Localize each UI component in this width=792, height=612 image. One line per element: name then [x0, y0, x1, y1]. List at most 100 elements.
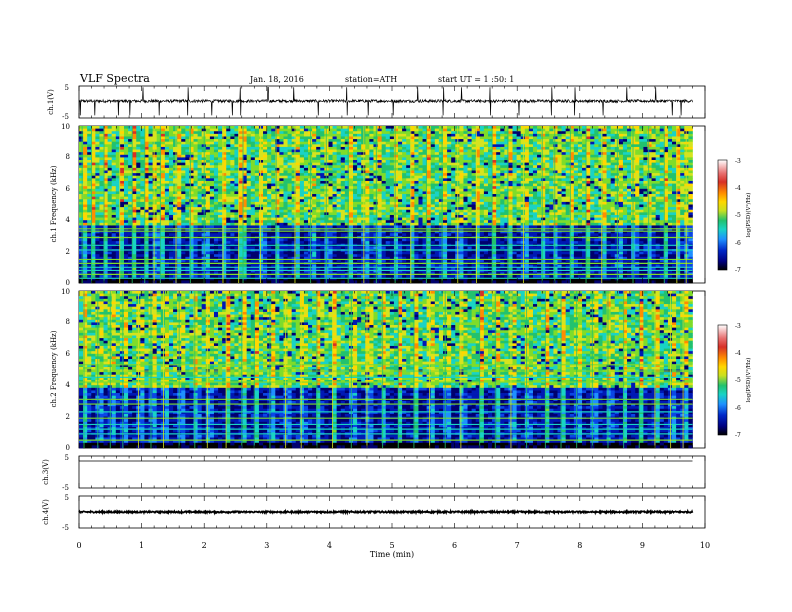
spectrogram-cell [91, 141, 96, 145]
spectrogram-cell [226, 222, 231, 226]
spectrogram-cell [226, 214, 231, 218]
spectrogram-cell [160, 230, 166, 234]
spectrogram-cell [303, 126, 309, 129]
spectrogram-cell [213, 222, 219, 226]
spectrogram-cell [402, 133, 407, 137]
spectrogram-cell [398, 251, 403, 255]
spectrogram-cell [115, 126, 121, 129]
spectrogram-cell [406, 165, 411, 169]
spectrogram-cell [263, 173, 268, 177]
spectrogram-cell [128, 201, 133, 205]
spectrogram-cell [111, 214, 117, 218]
spectrogram-cell [226, 201, 231, 205]
spectrogram-cell [303, 269, 309, 273]
spectrogram-cell [226, 246, 231, 250]
spectrogram-cell [332, 173, 338, 177]
spectrogram-cell [398, 162, 403, 166]
spectrogram-cell [119, 175, 125, 179]
spectrogram-cell [193, 186, 198, 190]
spectrogram-cell [332, 194, 338, 197]
spectrogram-cell [132, 277, 137, 281]
spectrogram-cell [123, 228, 129, 232]
spectrogram-cell [111, 173, 117, 177]
spectrogram-cell [344, 280, 350, 284]
spectrogram-cell [226, 241, 231, 245]
spectrogram-cell [246, 209, 252, 213]
spectrogram-cell [291, 157, 297, 161]
spectrogram-cell [111, 162, 117, 166]
spectrogram-cell [128, 196, 133, 200]
spectrogram-cell [197, 220, 203, 224]
spectrogram-cell [275, 126, 280, 129]
spectrogram-cell [320, 259, 325, 263]
spectrogram-cell [164, 222, 170, 226]
spectrogram-cell [250, 220, 256, 224]
spectrogram-cell [348, 238, 354, 242]
spectrogram-cell [173, 141, 178, 145]
spectrogram-cell [263, 183, 268, 187]
spectrogram-cell [271, 152, 276, 156]
spectrogram-cell [168, 173, 174, 177]
spectrogram-cell [410, 133, 415, 137]
spectrogram-cell [226, 162, 231, 166]
spectrogram-cell [332, 222, 338, 226]
spectrogram-cell [115, 160, 121, 163]
spectrogram-cell [115, 275, 121, 279]
spectrogram-cell [115, 199, 121, 203]
spectrogram-cell [79, 178, 84, 182]
spectrogram-cell [246, 157, 252, 161]
spectrogram-cell [246, 173, 252, 177]
spectrogram-cell [279, 207, 284, 211]
spectrogram-cell [119, 162, 125, 166]
spectrogram-cell [377, 259, 382, 263]
spectrogram-cell [132, 162, 137, 166]
spectrogram-cell [299, 154, 305, 158]
spectrogram-cell [242, 136, 248, 140]
spectrogram-cell [258, 186, 264, 190]
spectrogram-cell [393, 256, 399, 260]
spectrogram-cell [95, 220, 100, 224]
spectrogram-cell [83, 131, 88, 135]
spectrogram-cell [111, 175, 117, 179]
spectrogram-cell [299, 233, 305, 237]
spectrogram-cell [332, 152, 338, 156]
spectrogram-cell [209, 214, 215, 218]
spectrogram-cell [115, 225, 121, 229]
spectrogram-cell [238, 196, 243, 200]
spectrogram-cell [156, 149, 162, 153]
spectrogram-cell [234, 238, 239, 242]
spectrogram-cell [291, 180, 297, 184]
spectrogram-cell [185, 126, 190, 129]
spectrogram-cell [242, 233, 248, 237]
spectrogram-cell [226, 233, 231, 237]
spectrogram-cell [115, 217, 121, 221]
spectrogram-cell [246, 254, 252, 258]
spectrogram-cell [295, 246, 301, 250]
spectrogram-cell [393, 167, 399, 171]
spectrogram-cell [107, 136, 113, 140]
spectrogram-cell [348, 275, 354, 279]
spectrogram-cell [287, 264, 293, 268]
spectrogram-cell [279, 201, 284, 205]
spectrogram-cell [287, 280, 293, 284]
spectrogram-cell [258, 264, 264, 268]
spectrogram-cell [238, 128, 243, 132]
spectrogram-cell [83, 170, 88, 174]
spectrogram-cell [218, 241, 223, 245]
spectrogram-cell [299, 178, 305, 182]
spectrogram-cell [238, 149, 243, 153]
spectrogram-cell [160, 241, 166, 245]
spectrogram-cell [267, 180, 272, 184]
spectrogram-cell [271, 256, 276, 260]
spectrogram-cell [164, 196, 170, 200]
spectrogram-cell [218, 157, 223, 161]
spectrogram-cell [234, 230, 239, 234]
spectrogram-cell [193, 275, 198, 279]
spectrogram-cell [295, 141, 301, 145]
spectrogram-cell [254, 246, 260, 250]
spectrogram-cell [398, 170, 403, 174]
spectrogram-cell [230, 167, 235, 171]
spectrogram-cell [385, 217, 391, 221]
spectrogram-cell [132, 254, 137, 258]
